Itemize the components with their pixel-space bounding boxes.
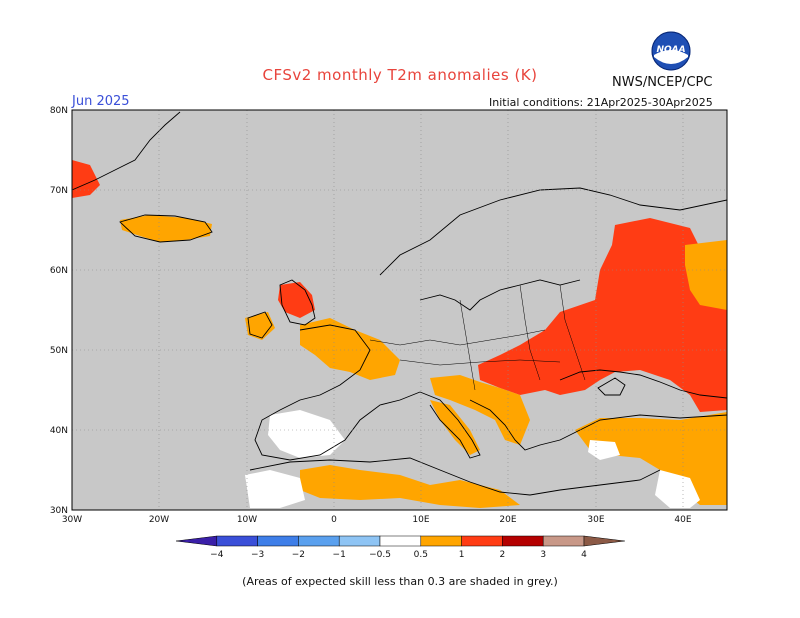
lon-label-20e: 20E	[499, 515, 516, 525]
legend-label: −1	[333, 550, 346, 560]
lon-label-30e: 30E	[587, 515, 604, 525]
legend-swatch	[338, 535, 381, 547]
near-normal-middle-east	[655, 470, 700, 508]
anomaly-map: 80N 70N 60N 50N 40N 30N 30W 20W 10W 0 10…	[50, 106, 728, 525]
legend-swatch	[379, 535, 422, 547]
country-borders	[369, 284, 586, 391]
coastlines	[72, 111, 727, 496]
legend-label: 2	[500, 550, 506, 560]
legend-label: 0.5	[414, 550, 428, 560]
lon-label-10e: 10E	[412, 515, 429, 525]
legend-label: −2	[292, 550, 305, 560]
legend-swatch	[583, 535, 625, 547]
lat-label-40n: 40N	[50, 426, 68, 436]
legend-swatch	[502, 535, 544, 547]
legend-swatch	[216, 535, 258, 547]
legend-swatch	[298, 535, 340, 547]
map-frame	[71, 109, 728, 511]
legend-label: −4	[210, 550, 224, 560]
skill-footnote: (Areas of expected skill less than 0.3 a…	[242, 575, 558, 588]
graticule	[72, 110, 727, 510]
lat-label-70n: 70N	[50, 186, 68, 196]
lon-label-30w: 30W	[62, 515, 82, 525]
lat-label-80n: 80N	[50, 106, 68, 116]
anomaly-region-italy-orange	[430, 400, 480, 455]
near-normal-north-africa	[245, 470, 305, 508]
noaa-logo: NOAA	[651, 31, 691, 71]
lon-label-10w: 10W	[237, 515, 257, 525]
legend-swatch	[542, 535, 585, 547]
legend-label: 1	[459, 550, 465, 560]
lat-label-60n: 60N	[50, 266, 68, 276]
anomaly-region-africa-orange	[300, 465, 520, 508]
legend-swatch	[175, 535, 218, 547]
legend-swatch	[420, 535, 462, 547]
color-legend: −4 −3 −2 −1 −0.5 0.5 1 2 3 4	[175, 535, 625, 560]
legend-label: −0.5	[369, 550, 391, 560]
agency-label: NWS/NCEP/CPC	[612, 75, 713, 90]
legend-swatch	[257, 535, 299, 547]
svg-text:NOAA: NOAA	[656, 45, 685, 55]
legend-swatch	[461, 535, 503, 547]
lon-label-40e: 40E	[674, 515, 691, 525]
anomaly-region-ireland-orange	[245, 312, 275, 340]
anomaly-region-france-orange	[300, 318, 400, 380]
anomaly-region-balkans-orange	[430, 375, 530, 445]
lon-axis: 30W 20W 10W 0 10E 20E 30E 40E	[62, 515, 692, 525]
anomaly-shading	[72, 160, 727, 508]
lat-label-30n: 30N	[50, 506, 68, 516]
valid-month: Jun 2025	[72, 94, 130, 109]
lat-axis: 80N 70N 60N 50N 40N 30N	[50, 106, 68, 516]
lat-label-50n: 50N	[50, 346, 68, 356]
anomaly-region-iceland-orange	[120, 215, 212, 242]
legend-label: −3	[251, 550, 264, 560]
near-normal-iberia	[268, 410, 345, 458]
lon-label-0: 0	[331, 515, 337, 525]
map-title: CFSv2 monthly T2m anomalies (K)	[262, 66, 538, 84]
legend-label: 3	[540, 550, 546, 560]
legend-label: 4	[581, 550, 587, 560]
initial-conditions: Initial conditions: 21Apr2025-30Apr2025	[489, 96, 713, 109]
anomaly-region-east-orange	[685, 240, 727, 310]
anomaly-region-east-red	[478, 218, 727, 412]
anomaly-region-greenland-red	[72, 160, 100, 198]
lon-label-20w: 20W	[149, 515, 169, 525]
